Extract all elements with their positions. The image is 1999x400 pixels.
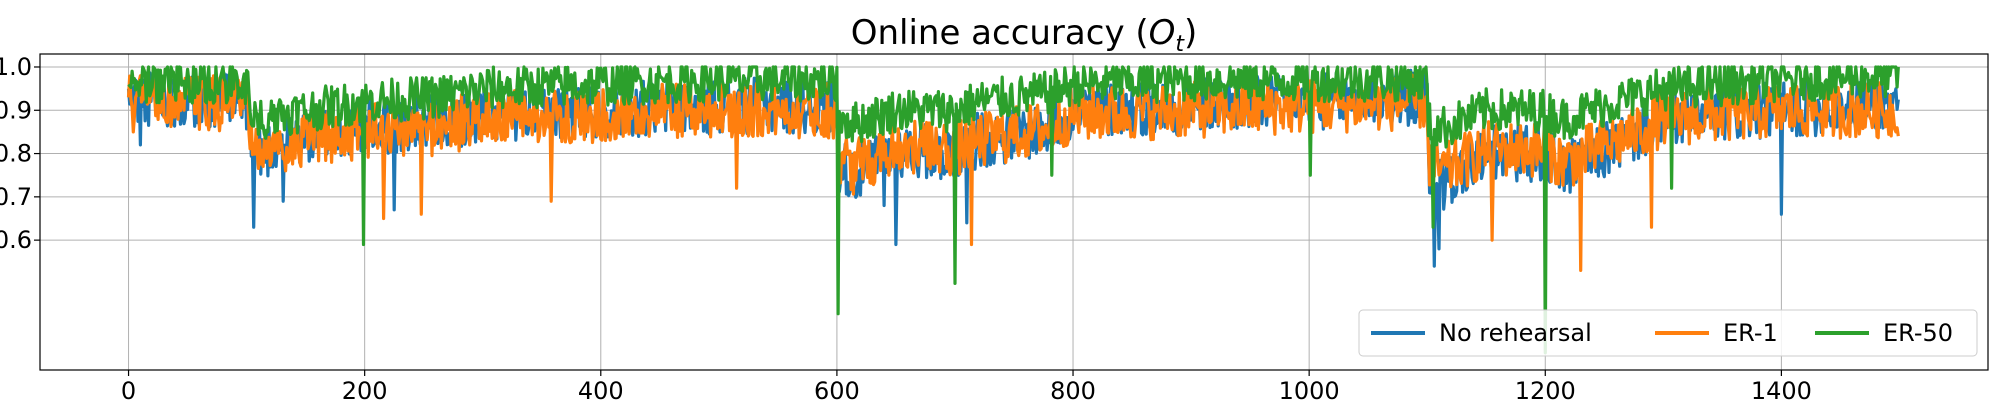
tick-layer: 0 200 400 600 800 1000 1200 1400 0.6 0.7 0.8 0.9 1.0 [0, 53, 1812, 400]
y-tick-label: 0.6 [0, 226, 32, 254]
x-tick-label: 0 [121, 377, 136, 400]
legend: No rehearsal ER-1 ER-50 [1358, 309, 1978, 357]
axes-frame [39, 53, 1989, 371]
y-tick-label: 0.9 [0, 96, 32, 124]
x-tick-label: 1200 [1515, 377, 1576, 400]
series-line-er-50 [127, 65, 1900, 355]
x-tick-label: 1400 [1751, 377, 1812, 400]
x-tick-label: 400 [578, 377, 624, 400]
chart-title-suffix: ) [1184, 13, 1197, 53]
y-tick-label: 0.7 [0, 183, 32, 211]
chart-title-subscript: t [1175, 32, 1185, 57]
x-tick-label: 1000 [1279, 377, 1340, 400]
chart-title-symbol: O [1149, 13, 1176, 53]
chart-title: Online accuracy (Ot) [851, 13, 1198, 57]
y-tick-label: 1.0 [0, 53, 32, 81]
y-tick-label: 0.8 [0, 140, 32, 168]
legend-label: No rehearsal [1439, 319, 1592, 347]
legend-label: ER-1 [1723, 319, 1778, 347]
series-layer [126, 65, 1900, 355]
x-tick-label: 800 [1050, 377, 1096, 400]
x-tick-label: 600 [814, 377, 860, 400]
legend-label: ER-50 [1883, 319, 1953, 347]
chart-title-prefix: Online accuracy ( [851, 13, 1149, 53]
x-tick-label: 200 [342, 377, 388, 400]
